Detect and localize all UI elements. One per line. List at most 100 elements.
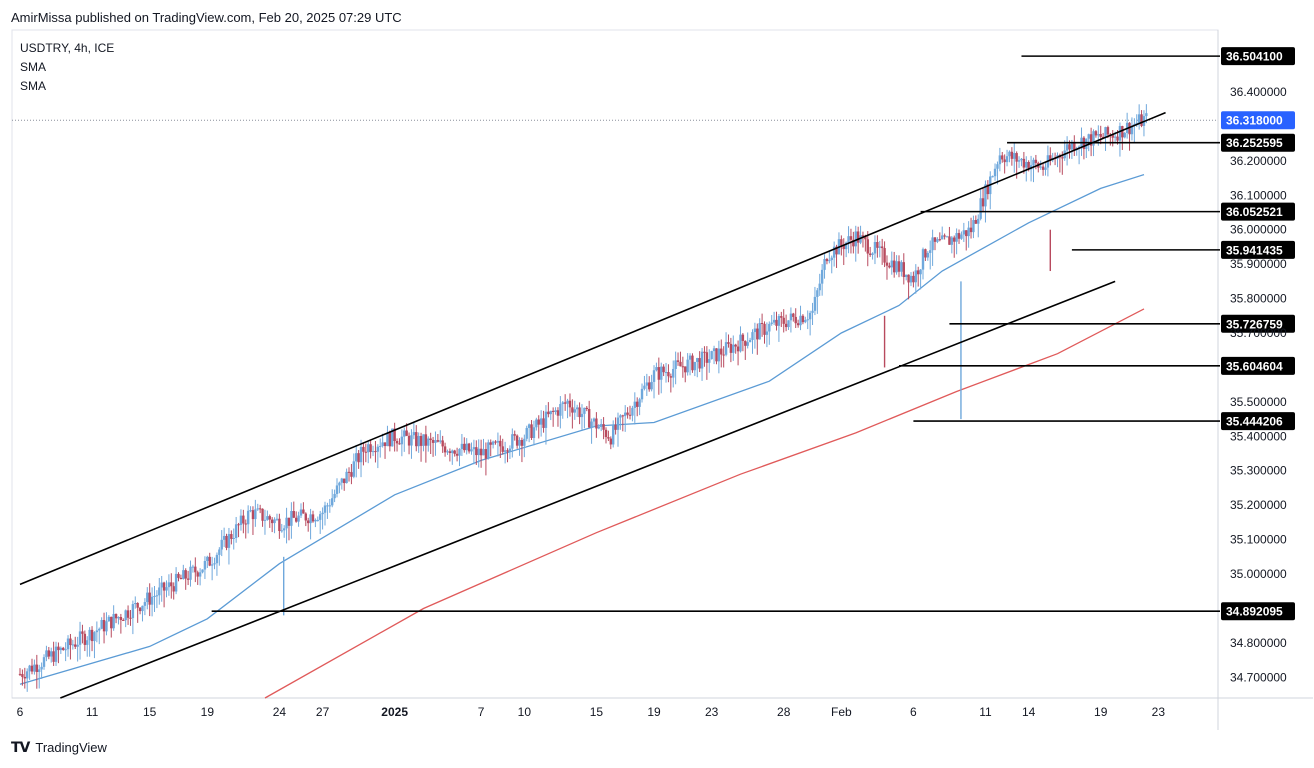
candle-body <box>861 235 865 237</box>
legend-sma-fast[interactable]: SMA <box>20 60 47 74</box>
x-tick-label: 19 <box>1094 705 1108 719</box>
candle-body <box>242 515 245 524</box>
candle-body <box>379 445 382 447</box>
candle-body <box>909 275 913 283</box>
candle-body <box>258 508 262 510</box>
candle-body <box>924 249 927 258</box>
candle-body <box>1015 153 1018 162</box>
candle-body <box>179 577 183 580</box>
candle-body <box>393 428 396 442</box>
candle-body <box>208 556 211 566</box>
candle-body <box>965 230 968 237</box>
candle-body <box>88 629 91 641</box>
candle-body <box>604 429 608 438</box>
candle-body <box>734 344 737 347</box>
candle-body <box>21 674 24 677</box>
upper-channel-line <box>19 111 1166 586</box>
candle-body <box>270 519 274 524</box>
candle-body <box>441 440 444 447</box>
candle-body <box>424 434 428 446</box>
candle-body <box>633 401 637 408</box>
candle-body <box>194 566 197 573</box>
candle-body <box>215 554 219 564</box>
brand-name: TradingView <box>35 740 107 755</box>
candle-body <box>359 446 363 463</box>
candle-body <box>59 647 63 651</box>
candle-body <box>218 549 221 555</box>
candle-body <box>825 259 829 262</box>
candle-body <box>398 443 401 445</box>
candle-body <box>1013 153 1016 159</box>
y-tick-label: 36.400000 <box>1230 85 1287 99</box>
candle-body <box>141 605 144 612</box>
y-tick-label: 35.300000 <box>1230 464 1287 478</box>
candle-body <box>919 269 922 275</box>
candle-body <box>808 312 812 320</box>
candle-body <box>664 372 668 374</box>
candle-body <box>28 665 31 672</box>
y-tick-label: 36.000000 <box>1230 223 1287 237</box>
x-tick-label: 27 <box>316 705 330 719</box>
candle-body <box>636 401 639 407</box>
candle-body <box>362 446 365 452</box>
candle-body <box>648 382 651 390</box>
candle-body <box>451 450 454 454</box>
candle-body <box>566 400 569 404</box>
candle-body <box>950 237 954 245</box>
candle-body <box>1097 134 1100 136</box>
candle-body <box>1094 131 1098 136</box>
price-axis[interactable]: 36.400000 36.200000 36.100000 36.000000 35.9… <box>1230 85 1287 684</box>
candle-body <box>249 510 252 512</box>
candle-body <box>203 560 207 570</box>
candle-body <box>90 629 94 642</box>
candle-body <box>575 407 579 410</box>
candle-body <box>585 407 588 410</box>
candle-body <box>35 664 39 673</box>
candle-body <box>957 233 961 239</box>
candle-body <box>311 514 315 522</box>
candle-body <box>631 407 634 416</box>
candle-body <box>844 242 848 250</box>
candle-body <box>1118 126 1122 141</box>
candle-body <box>167 582 171 588</box>
candle-body <box>33 664 36 672</box>
candle-body <box>131 604 135 619</box>
candle-body <box>347 471 351 473</box>
candle-body <box>804 319 807 323</box>
candle-body <box>720 348 723 355</box>
candle-body <box>876 242 879 248</box>
candle-body <box>18 673 22 675</box>
candle-body <box>484 449 488 459</box>
candle-body <box>376 446 380 452</box>
time-axis[interactable]: 6 11 15 19 24 27 2025 7 10 15 19 23 28 Feb 6 11 14 19 23 <box>17 705 1166 719</box>
candle-body <box>717 348 721 362</box>
x-tick-label: 28 <box>777 705 791 719</box>
candle-body <box>794 316 797 324</box>
candle-body <box>1017 160 1021 162</box>
candle-body <box>1020 158 1023 161</box>
candle-body <box>355 453 358 462</box>
candle-body <box>491 441 495 445</box>
legend-sma-slow[interactable]: SMA <box>20 79 47 93</box>
candle-body <box>597 426 600 429</box>
candle-body <box>904 274 908 278</box>
candle-body <box>996 164 999 169</box>
candle-body <box>38 669 41 673</box>
candle-body <box>938 239 942 241</box>
candle-body <box>525 427 528 439</box>
footer[interactable]: 𝗧𝗩 TradingView <box>11 739 107 756</box>
candle-body <box>563 402 567 404</box>
candle-body <box>611 424 615 445</box>
candle-body <box>122 620 125 622</box>
candle-body <box>119 616 123 621</box>
candle-body <box>434 440 437 443</box>
candle-body <box>54 646 58 662</box>
y-tick-label: 35.700000 <box>1230 326 1287 340</box>
candle-body <box>405 430 408 436</box>
candle-body <box>232 538 235 540</box>
publisher-header: AmirMissa published on TradingView.com, … <box>11 10 402 25</box>
candle-body <box>126 610 130 618</box>
candle-body <box>960 234 963 239</box>
legend-symbol[interactable]: USDTRY, 4h, ICE <box>20 41 115 55</box>
